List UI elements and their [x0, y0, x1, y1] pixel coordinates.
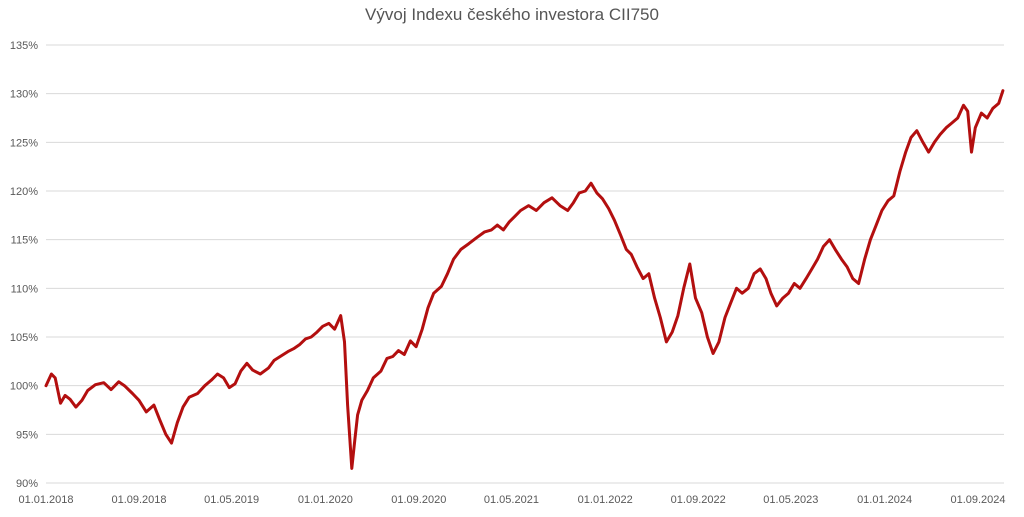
x-tick-label: 01.01.2020: [298, 494, 353, 506]
x-tick-label: 01.05.2023: [763, 494, 818, 506]
x-tick-label: 01.01.2018: [18, 494, 73, 506]
y-tick-label: 125%: [10, 137, 38, 149]
x-tick-label: 01.09.2022: [671, 494, 726, 506]
x-tick-label: 01.09.2018: [111, 494, 166, 506]
chart-title: Vývoj Indexu českého investora CII750: [365, 5, 659, 24]
y-tick-label: 100%: [10, 381, 38, 393]
y-tick-label: 105%: [10, 332, 38, 344]
y-tick-label: 115%: [11, 235, 39, 247]
y-tick-label: 95%: [16, 429, 38, 441]
y-tick-label: 120%: [10, 186, 38, 198]
y-tick-label: 110%: [11, 283, 39, 295]
series-line: [44, 89, 1005, 470]
x-tick-label: 01.05.2019: [204, 494, 259, 506]
y-tick-label: 90%: [16, 478, 38, 490]
x-tick-label: 01.09.2020: [391, 494, 446, 506]
x-tick-label: 01.01.2022: [578, 494, 633, 506]
x-tick-label: 01.09.2024: [950, 494, 1005, 506]
x-tick-label: 01.01.2024: [857, 494, 912, 506]
y-tick-label: 130%: [10, 89, 38, 101]
x-tick-label: 01.05.2021: [484, 494, 539, 506]
y-tick-label: 135%: [10, 40, 38, 52]
